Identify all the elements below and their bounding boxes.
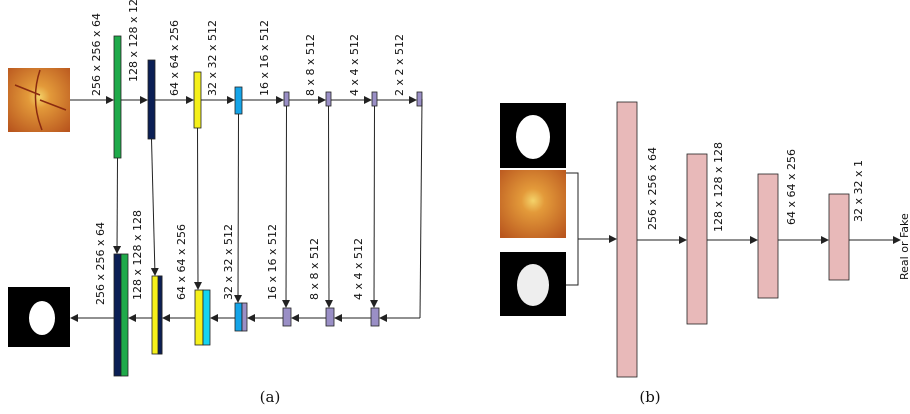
bracket xyxy=(566,173,578,285)
encoder-label: 8 x 8 x 512 xyxy=(304,34,317,96)
decoder-label: 8 x 8 x 512 xyxy=(308,238,321,300)
arrow xyxy=(286,106,287,307)
caption: (b) xyxy=(639,388,660,406)
block xyxy=(371,308,379,326)
encoder-label: 32 x 32 x 512 xyxy=(206,20,219,96)
mask-disc xyxy=(516,115,550,159)
encoder-label: 16 x 16 x 512 xyxy=(258,20,271,96)
block xyxy=(687,154,707,324)
arrow xyxy=(117,158,118,253)
block xyxy=(758,174,778,298)
encoder-label: 256 x 256 x 64 xyxy=(90,13,103,96)
output-label: Real or Fake xyxy=(898,213,910,280)
block xyxy=(148,60,155,139)
caption: (a) xyxy=(260,388,281,406)
block xyxy=(194,72,201,128)
block xyxy=(203,290,210,345)
decoder-label: 256 x 256 x 64 xyxy=(94,222,107,305)
arrow-line xyxy=(420,99,422,318)
arrow xyxy=(198,128,199,289)
block xyxy=(121,254,128,376)
encoder-label: 64 x 64 x 256 xyxy=(168,20,181,96)
decoder-label: 128 x 128 x 128 xyxy=(131,210,144,300)
block xyxy=(326,92,331,106)
block xyxy=(372,92,377,106)
decoder-label: 4 x 4 x 512 xyxy=(352,238,365,300)
block xyxy=(617,102,637,377)
discriminator-label: 64 x 64 x 256 xyxy=(785,149,798,225)
fundus-image xyxy=(500,170,566,238)
discriminator-label: 32 x 32 x 1 xyxy=(852,160,865,222)
encoder-label: 4 x 4 x 512 xyxy=(348,34,361,96)
decoder-label: 16 x 16 x 512 xyxy=(266,224,279,300)
block xyxy=(417,92,422,106)
arrow xyxy=(374,106,375,307)
arrow xyxy=(238,114,239,302)
block xyxy=(114,36,121,158)
decoder-label: 32 x 32 x 512 xyxy=(222,224,235,300)
decoder-label: 64 x 64 x 256 xyxy=(175,224,188,300)
block xyxy=(829,194,849,280)
encoder-label: 2 x 2 x 512 xyxy=(393,34,406,96)
discriminator-label: 256 x 256 x 64 xyxy=(646,147,659,230)
block xyxy=(235,87,242,114)
block xyxy=(195,290,203,345)
block xyxy=(283,308,291,326)
block xyxy=(284,92,289,106)
figure: 256 x 256 x 64 128 x 128 x 128 64 x 64 x 2… xyxy=(0,0,910,414)
block xyxy=(235,303,242,331)
discriminator-label: 128 x 128 x 128 xyxy=(712,142,725,232)
mask-disc xyxy=(517,264,549,306)
encoder-label: 128 x 128 x 128 xyxy=(127,0,140,82)
arrow xyxy=(152,139,156,275)
mask-disc xyxy=(29,301,55,335)
block xyxy=(114,254,121,376)
block xyxy=(158,276,162,354)
block xyxy=(242,303,247,331)
diagram: 256 x 256 x 64 128 x 128 x 128 64 x 64 x 2… xyxy=(70,0,910,406)
block xyxy=(326,308,334,326)
arrow xyxy=(329,106,330,307)
